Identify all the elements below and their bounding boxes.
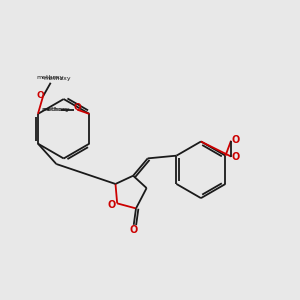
Text: methoxy: methoxy [43, 76, 71, 81]
Text: O: O [129, 225, 137, 235]
Text: O: O [231, 152, 240, 162]
Text: O: O [231, 135, 240, 145]
Text: O: O [74, 103, 81, 112]
Text: methoxy: methoxy [41, 107, 69, 112]
Text: methoxy: methoxy [37, 76, 64, 80]
Text: O: O [37, 91, 45, 100]
Text: O: O [107, 200, 116, 210]
Text: methoxy: methoxy [42, 107, 70, 112]
